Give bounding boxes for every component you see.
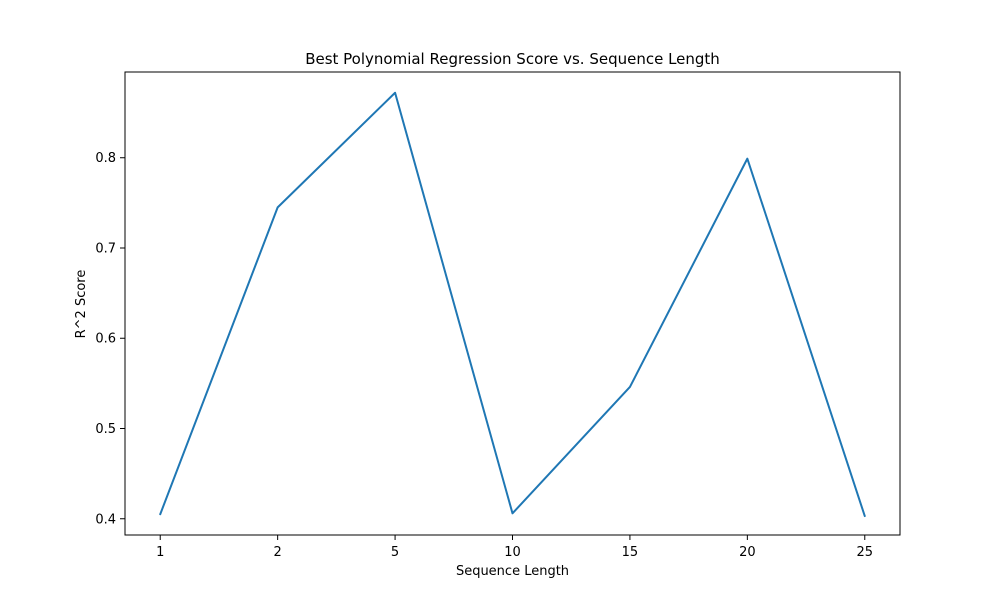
x-tick-label: 15 (622, 545, 639, 560)
y-axis: 0.4 0.5 0.6 0.7 0.8 (95, 151, 125, 527)
plot-frame (124, 71, 901, 536)
x-axis: 1 2 5 10 15 20 25 (156, 535, 873, 560)
x-tick-label: 25 (856, 545, 873, 560)
chart-title: Best Polynomial Regression Score vs. Seq… (305, 50, 720, 68)
y-tick-label: 0.4 (95, 512, 116, 527)
x-tick-label: 20 (739, 545, 756, 560)
y-axis-label: R^2 Score (74, 270, 89, 339)
x-tick-label: 1 (156, 545, 164, 560)
x-tick-label: 5 (391, 545, 399, 560)
x-axis-label: Sequence Length (456, 564, 569, 579)
y-tick-label: 0.7 (95, 241, 116, 256)
y-tick-label: 0.6 (95, 332, 116, 347)
y-tick-label: 0.5 (95, 422, 116, 437)
x-tick-label: 2 (274, 545, 282, 560)
y-tick-label: 0.8 (95, 151, 116, 166)
series-line (159, 91, 866, 518)
x-tick-label: 10 (504, 545, 521, 560)
